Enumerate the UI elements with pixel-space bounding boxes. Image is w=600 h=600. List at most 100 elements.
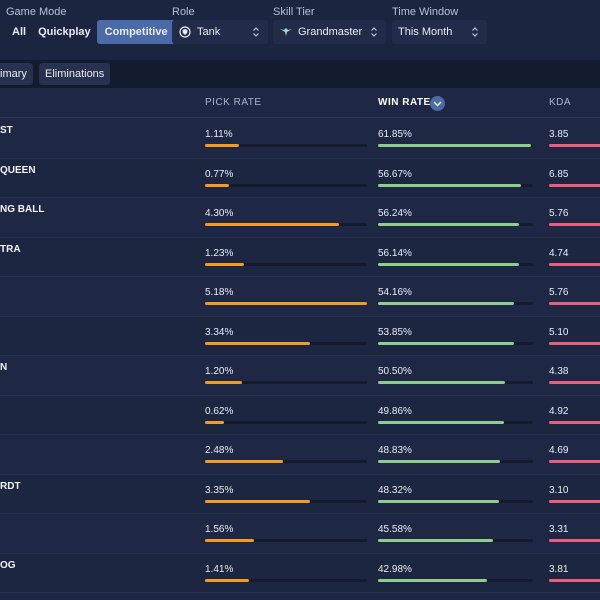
pick-rate-bar-track [205,341,367,345]
table-row[interactable]: OG 1.41% 42.98% 3.81 [0,553,600,593]
win-rate-value: 49.86% [378,405,412,417]
win-rate-bar-fill [378,460,501,463]
filter-bar: Game Mode All Quickplay Competitive Role… [0,0,600,60]
win-rate-bar-fill [378,341,515,345]
table-row[interactable]: 3.34% 53.85% 5.10 [0,316,600,356]
hero-name: NG BALL [0,204,45,215]
table-header: PICK RATE WIN RATE KDA [0,88,600,118]
kda-value: 3.85 [549,129,569,140]
kda-bar-track [549,420,600,424]
win-rate-bar-fill [378,302,515,305]
game-mode-all-button[interactable]: All [12,26,27,38]
game-mode-segmented-control: All Quickplay Competitive [6,20,176,44]
kda-bar-fill [549,183,600,187]
game-mode-competitive-button[interactable]: Competitive [96,20,176,44]
hero-name: QUEEN [0,164,36,176]
win-rate-value: 54.16% [378,287,412,298]
pick-rate-bar-fill [205,183,230,187]
pick-rate-value: 1.56% [205,524,234,535]
pick-rate-bar-fill [205,341,311,345]
hero-name: N [0,362,8,373]
win-rate-bar-fill [378,578,487,582]
kda-bar-track [549,539,600,542]
pick-rate-value: 3.34% [205,326,234,338]
pick-rate-bar-fill [205,262,244,266]
kda-value: 4.74 [549,247,569,259]
pick-rate-value: 4.30% [205,208,234,219]
kda-bar-fill [549,578,600,582]
kda-value: 3.10 [549,484,569,496]
kda-value: 6.85 [549,168,569,180]
table-row[interactable]: 5.18% 54.16% 5.76 [0,277,600,317]
updown-chevron-icon [467,26,483,38]
table-row[interactable]: TRA 1.23% 56.14% 4.74 [0,237,600,277]
role-select[interactable]: Tank [172,20,268,44]
game-mode-quickplay-button[interactable]: Quickplay [38,26,91,38]
pick-rate-bar-track [205,499,367,503]
time-window-select-value: This Month [398,26,453,38]
skill-tier-select[interactable]: Grandmaster [273,20,386,44]
pick-rate-bar-fill [205,539,254,542]
kda-bar-track [549,341,600,345]
table-row[interactable]: QUEEN 0.77% 56.67% 6.85 [0,158,600,198]
win-rate-value: 48.32% [378,484,412,496]
pick-rate-bar-track [205,223,367,226]
win-rate-value: 61.85% [378,129,412,140]
pick-rate-bar-fill [205,420,225,424]
skill-tier-label: Skill Tier [273,6,315,18]
pick-rate-value: 1.11% [205,129,233,140]
win-rate-bar-fill [378,499,499,503]
kda-value: 4.38 [549,366,569,377]
skill-tier-select-value: Grandmaster [298,26,363,38]
kda-bar-fill [549,381,600,384]
kda-bar-fill [549,144,600,147]
grandmaster-wings-icon [279,25,293,39]
pick-rate-bar-track [205,539,367,542]
pick-rate-bar-track [205,144,367,147]
kda-value: 5.76 [549,287,569,298]
kda-bar-fill [549,499,600,503]
tab-eliminations[interactable]: Eliminations [39,63,111,85]
pick-rate-bar-track [205,302,367,305]
time-window-select[interactable]: This Month [392,20,487,44]
table-row[interactable]: N 1.20% 50.50% 4.38 [0,356,600,396]
win-rate-bar-track [378,499,533,503]
hero-stats-table: PICK RATE WIN RATE KDA ST 1.11% 61.85% 3.85… [0,88,600,600]
win-rate-bar-fill [378,262,520,266]
sort-descending-icon[interactable] [430,96,445,111]
win-rate-value: 53.85% [378,326,412,338]
kda-bar-track [549,381,600,384]
win-rate-bar-fill [378,381,506,384]
table-row[interactable]: 0.62% 49.86% 4.92 [0,395,600,435]
hero-name: TRA [0,243,21,255]
hero-name: OG [0,559,16,571]
table-row[interactable]: NG BALL 4.30% 56.24% 5.76 [0,198,600,238]
kda-column-header[interactable]: KDA [549,97,572,108]
kda-value: 4.92 [549,405,569,417]
win-rate-bar-track [378,578,533,582]
table-row[interactable]: 2.48% 48.83% 4.69 [0,435,600,475]
win-rate-column-header[interactable]: WIN RATE [378,97,431,108]
table-row[interactable]: 1.56% 45.58% 3.31 [0,514,600,554]
tab-primary[interactable]: imary [0,63,33,85]
kda-bar-track [549,183,600,187]
kda-bar-fill [549,420,600,424]
role-label: Role [172,6,195,18]
pick-rate-bar-fill [205,302,367,305]
win-rate-value: 42.98% [378,563,412,575]
win-rate-value: 48.83% [378,445,412,456]
win-rate-value: 56.14% [378,247,412,259]
kda-bar-track [549,144,600,147]
kda-bar-fill [549,539,600,542]
win-rate-bar-track [378,381,533,384]
table-row[interactable]: ST 1.11% 61.85% 3.85 [0,119,600,159]
win-rate-value: 56.24% [378,208,412,219]
win-rate-bar-track [378,262,533,266]
table-row[interactable]: RDT 3.35% 48.32% 3.10 [0,474,600,514]
pick-rate-bar-fill [205,499,311,503]
win-rate-bar-track [378,223,533,226]
win-rate-bar-fill [378,420,504,424]
pick-rate-column-header[interactable]: PICK RATE [205,97,262,108]
kda-bar-fill [549,302,600,305]
win-rate-bar-fill [378,539,493,542]
